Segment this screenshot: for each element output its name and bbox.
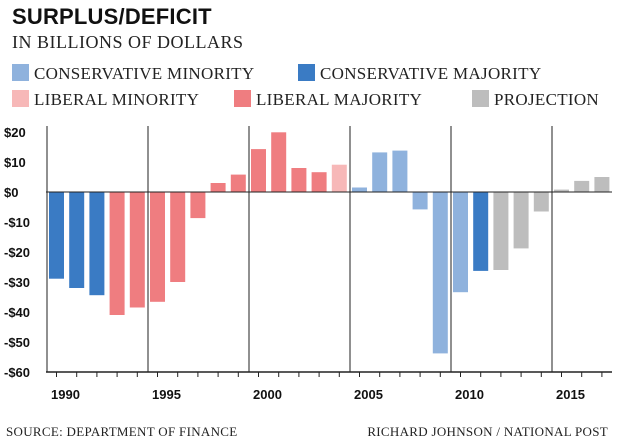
legend-swatch-liberal-minority <box>12 90 29 107</box>
legend-label-conservative-minority: CONSERVATIVE MINORITY <box>34 64 255 83</box>
bar-2001 <box>271 132 287 192</box>
chart-title: SURPLUS/DEFICIT <box>12 4 212 29</box>
y-tick-label-4: -$20 <box>4 245 30 260</box>
bar-2009 <box>432 192 448 354</box>
chart-subtitle: IN BILLIONS OF DOLLARS <box>12 32 244 52</box>
bar-2012 <box>493 192 509 270</box>
x-tick-label-1990: 1990 <box>51 387 80 402</box>
bar-1999 <box>230 174 246 192</box>
bar-2004 <box>331 164 347 192</box>
bar-2010 <box>453 192 468 293</box>
bar-2011 <box>473 192 489 271</box>
bar-2013 <box>513 192 529 249</box>
x-tick-label-1995: 1995 <box>152 387 181 402</box>
bar-1993 <box>109 192 125 315</box>
bar-2003 <box>311 172 327 192</box>
bar-2000 <box>251 149 266 192</box>
bar-2007 <box>392 150 408 192</box>
bar-1991 <box>69 192 85 288</box>
chart-plot: $20 $10 $0 -$10 -$20 -$30 -$40 -$50 -$60 1990 1995… <box>4 126 612 402</box>
legend-label-liberal-minority: LIBERAL MINORITY <box>34 90 200 109</box>
bar-2008 <box>412 192 428 210</box>
bar-1997 <box>190 192 206 219</box>
legend-item-liberal-minority: LIBERAL MINORITY <box>12 90 199 110</box>
legend-label-projection: PROJECTION <box>494 90 600 109</box>
source-note: SOURCE: DEPARTMENT OF FINANCE <box>6 424 238 439</box>
legend-swatch-conservative-majority <box>298 64 315 81</box>
credit-note: RICHARD JOHNSON / NATIONAL POST <box>367 424 608 439</box>
bar-2005 <box>352 187 367 192</box>
x-tick-label-2000: 2000 <box>253 387 282 402</box>
bar-2002 <box>291 168 307 192</box>
y-tick-label-2: $0 <box>4 185 18 200</box>
legend-item-liberal-majority: LIBERAL MAJORITY <box>234 90 422 110</box>
legend-label-conservative-majority: CONSERVATIVE MAJORITY <box>320 64 542 83</box>
y-tick-label-7: -$50 <box>4 335 30 350</box>
bar-1992 <box>89 192 105 296</box>
bar-1995 <box>150 192 165 302</box>
x-tick-label-2015: 2015 <box>556 387 585 402</box>
y-tick-label-5: -$30 <box>4 275 30 290</box>
y-tick-label-6: -$40 <box>4 305 30 320</box>
x-tick-label-2005: 2005 <box>354 387 383 402</box>
legend-item-conservative-majority: CONSERVATIVE MAJORITY <box>298 64 541 84</box>
bar-1998 <box>210 183 226 192</box>
x-tick-label-2010: 2010 <box>455 387 484 402</box>
legend-swatch-liberal-majority <box>234 90 251 107</box>
legend-item-projection: PROJECTION <box>472 90 599 110</box>
legend-label-liberal-majority: LIBERAL MAJORITY <box>256 90 423 109</box>
bar-2016 <box>574 180 590 192</box>
legend-item-conservative-minority: CONSERVATIVE MINORITY <box>12 64 254 84</box>
y-tick-label-1: $10 <box>4 155 26 170</box>
bar-1994 <box>129 192 145 308</box>
legend-swatch-projection <box>472 90 489 107</box>
bar-2006 <box>372 152 388 192</box>
bar-2014 <box>533 192 549 212</box>
bar-1996 <box>170 192 186 282</box>
y-tick-label-0: $20 <box>4 126 26 140</box>
bar-2015 <box>554 189 569 192</box>
y-tick-label-8: -$60 <box>4 365 30 380</box>
bar-2017 <box>594 177 610 192</box>
legend-swatch-conservative-minority <box>12 64 29 81</box>
y-tick-label-3: -$10 <box>4 215 30 230</box>
bar-1990 <box>49 192 64 279</box>
